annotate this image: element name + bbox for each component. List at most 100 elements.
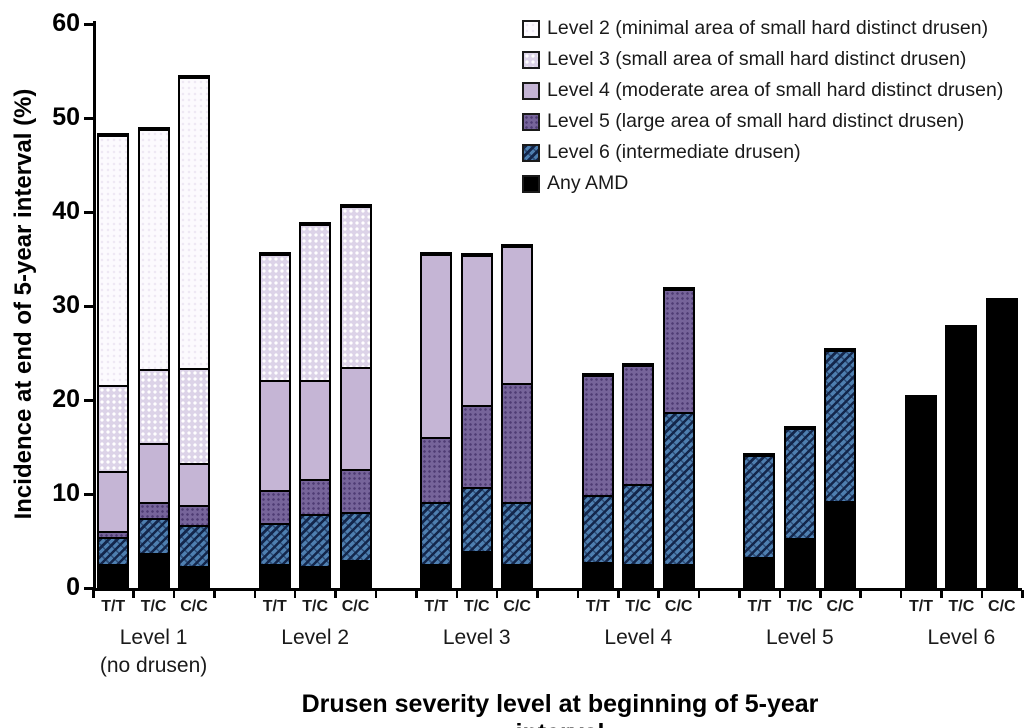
segment-level6 — [785, 428, 814, 539]
bar-level5-TC — [783, 426, 816, 590]
bar-level4-TT — [581, 372, 614, 590]
segment-level6 — [422, 502, 451, 564]
segment-any_amd — [139, 553, 168, 588]
segment-level3 — [301, 224, 330, 381]
legend-row-level5: Level 5 (large area of small hard distin… — [522, 106, 1003, 137]
segment-level4 — [99, 470, 128, 531]
x-tick-mark — [1021, 590, 1024, 598]
genotype-label: T/T — [262, 598, 287, 615]
segment-level5 — [341, 468, 370, 512]
y-tick-label: 0 — [66, 573, 80, 601]
x-tick-mark — [940, 590, 943, 598]
x-tick-mark — [980, 590, 984, 598]
segment-level5 — [260, 490, 289, 524]
bar-level1-TC — [137, 127, 170, 590]
x-tick-mark — [495, 590, 499, 598]
group-label: Level 4 — [604, 626, 673, 649]
segment-level6 — [99, 537, 128, 564]
segment-level6 — [179, 525, 208, 567]
segment-level5 — [422, 436, 451, 503]
segment-any_amd — [260, 564, 289, 588]
genotype-label: T/C — [302, 598, 329, 615]
segment-any_amd — [301, 566, 330, 588]
segment-level5 — [301, 478, 330, 514]
genotype-label: T/C — [948, 598, 975, 615]
genotype-label: T/T — [101, 598, 126, 615]
segment-level3 — [260, 254, 289, 381]
x-tick-mark — [617, 590, 620, 598]
y-tick-label: 20 — [52, 385, 80, 413]
bar-level3-TC — [460, 253, 493, 590]
segment-any_amd — [907, 397, 936, 588]
segment-level5 — [462, 404, 491, 488]
segment-level2 — [179, 76, 208, 369]
segment-level5 — [583, 374, 612, 495]
segment-level6 — [583, 494, 612, 562]
segment-level5 — [179, 505, 208, 526]
x-tick-mark — [778, 590, 782, 598]
legend-row-any_amd: Any AMD — [522, 168, 1003, 199]
segment-level6 — [503, 501, 532, 565]
y-tick-label: 30 — [52, 291, 80, 319]
legend-row-level4: Level 4 (moderate area of small hard dis… — [522, 75, 1003, 106]
x-axis-line — [93, 588, 1022, 591]
genotype-label: C/C — [180, 598, 208, 615]
segment-level4 — [341, 367, 370, 469]
bar-level3-CC — [501, 243, 534, 590]
segment-level5 — [624, 365, 653, 484]
legend-row-level2: Level 2 (minimal area of small hard dist… — [522, 13, 1003, 44]
segment-level4 — [139, 443, 168, 502]
genotype-label: C/C — [341, 598, 370, 615]
x-tick-mark — [697, 590, 701, 598]
segment-level4 — [462, 255, 491, 405]
bar-level2-CC — [339, 204, 372, 590]
x-tick-mark — [455, 590, 459, 598]
legend-label: Level 5 (large area of small hard distin… — [547, 109, 965, 132]
segment-level6 — [260, 523, 289, 565]
segment-level4 — [179, 462, 208, 506]
x-tick-mark — [374, 590, 378, 598]
y-tick-label: 50 — [52, 103, 80, 131]
y-tick-mark — [84, 399, 93, 402]
bar-level4-CC — [662, 287, 695, 590]
segment-level2 — [139, 129, 168, 370]
y-tick-mark — [84, 587, 93, 590]
genotype-label: T/C — [463, 598, 490, 615]
legend-swatch-level3 — [522, 50, 540, 69]
segment-level5 — [139, 501, 168, 518]
segment-any_amd — [785, 538, 814, 588]
genotype-label: T/T — [909, 598, 934, 615]
bar-level4-TC — [622, 363, 655, 590]
y-tick-mark — [84, 305, 93, 308]
y-axis-line — [93, 21, 96, 591]
segment-any_amd — [462, 551, 491, 588]
x-tick-mark — [576, 590, 580, 598]
segment-level6 — [301, 513, 330, 567]
genotype-label: T/T — [424, 598, 449, 615]
x-tick-mark — [738, 590, 741, 598]
x-tick-mark — [819, 590, 822, 598]
segment-level6 — [341, 511, 370, 560]
genotype-label: T/C — [625, 598, 652, 615]
bar-level3-TT — [420, 252, 453, 590]
y-tick-mark — [84, 211, 93, 214]
genotype-label: T/C — [786, 598, 813, 615]
legend-label: Level 4 (moderate area of small hard dis… — [547, 78, 1004, 101]
x-tick-mark — [293, 590, 297, 598]
bar-level6-CC — [985, 298, 1018, 590]
segment-level5 — [99, 530, 128, 538]
y-tick-mark — [84, 23, 93, 26]
segment-level4 — [301, 380, 330, 479]
segment-level3 — [341, 206, 370, 368]
segment-level6 — [826, 350, 855, 501]
segment-any_amd — [745, 556, 774, 588]
segment-level4 — [503, 245, 532, 384]
bar-level2-TT — [258, 252, 291, 590]
x-tick-mark — [657, 590, 660, 598]
legend-label: Level 3 (small area of small hard distin… — [547, 47, 967, 70]
y-tick-label: 60 — [52, 9, 80, 37]
segment-any_amd — [422, 563, 451, 588]
segment-any_amd — [826, 500, 855, 588]
x-axis-title: Drusen severity level at beginning of 5-… — [301, 690, 819, 728]
segment-level6 — [139, 517, 168, 554]
